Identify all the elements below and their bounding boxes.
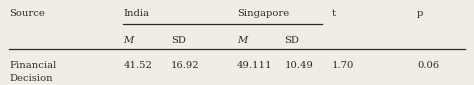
Text: p: p (417, 8, 423, 18)
Text: 10.49: 10.49 (284, 61, 313, 70)
Text: 0.06: 0.06 (417, 61, 439, 70)
Text: Singapore: Singapore (237, 8, 289, 18)
Text: 49.111: 49.111 (237, 61, 273, 70)
Text: t: t (332, 8, 336, 18)
Text: M: M (237, 36, 247, 45)
Text: Source: Source (9, 8, 46, 18)
Text: SD: SD (284, 36, 299, 45)
Text: 41.52: 41.52 (123, 61, 152, 70)
Text: SD: SD (171, 36, 185, 45)
Text: M: M (123, 36, 134, 45)
Text: India: India (123, 8, 149, 18)
Text: Decision: Decision (9, 74, 53, 83)
Text: 1.70: 1.70 (332, 61, 354, 70)
Text: 16.92: 16.92 (171, 61, 199, 70)
Text: Financial: Financial (9, 61, 57, 70)
